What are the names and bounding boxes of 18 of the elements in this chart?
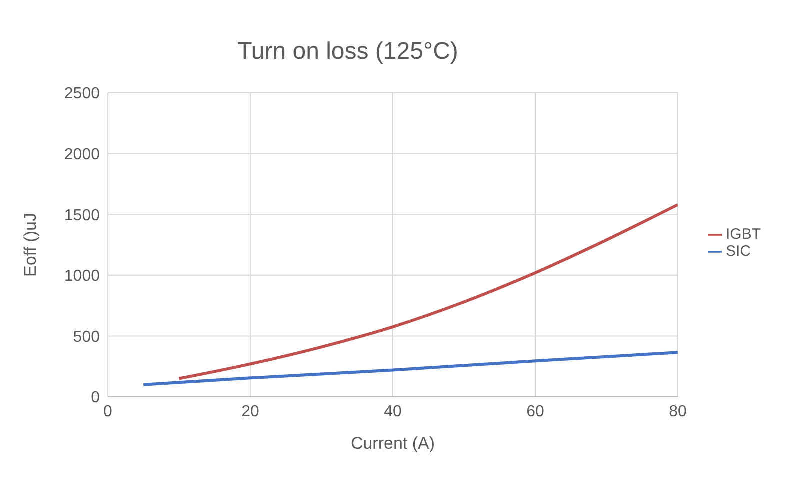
chart-title: Turn on loss (125°C) (236, 38, 460, 66)
x-axis-title: Current (A) (350, 434, 436, 453)
y-axis-title: Eoff ()uJ (21, 213, 40, 277)
legend-label: IGBT (726, 226, 761, 242)
x-tick-label: 20 (242, 403, 260, 420)
x-tick-label: 60 (526, 403, 544, 420)
x-tick-label: 0 (104, 403, 113, 420)
y-tick-label: 2500 (64, 86, 100, 103)
legend-label: SIC (726, 242, 751, 260)
line-series (178, 203, 678, 380)
y-tick-label: 0 (91, 390, 100, 407)
x-tick-label: 80 (669, 403, 687, 420)
x-tick-label: 40 (384, 403, 402, 420)
y-tick-label: 500 (73, 328, 100, 346)
line-series (142, 351, 678, 386)
y-tick-label: 1000 (64, 268, 100, 286)
y-tick-label: 1500 (64, 207, 100, 224)
y-tick-label: 2000 (64, 146, 100, 164)
